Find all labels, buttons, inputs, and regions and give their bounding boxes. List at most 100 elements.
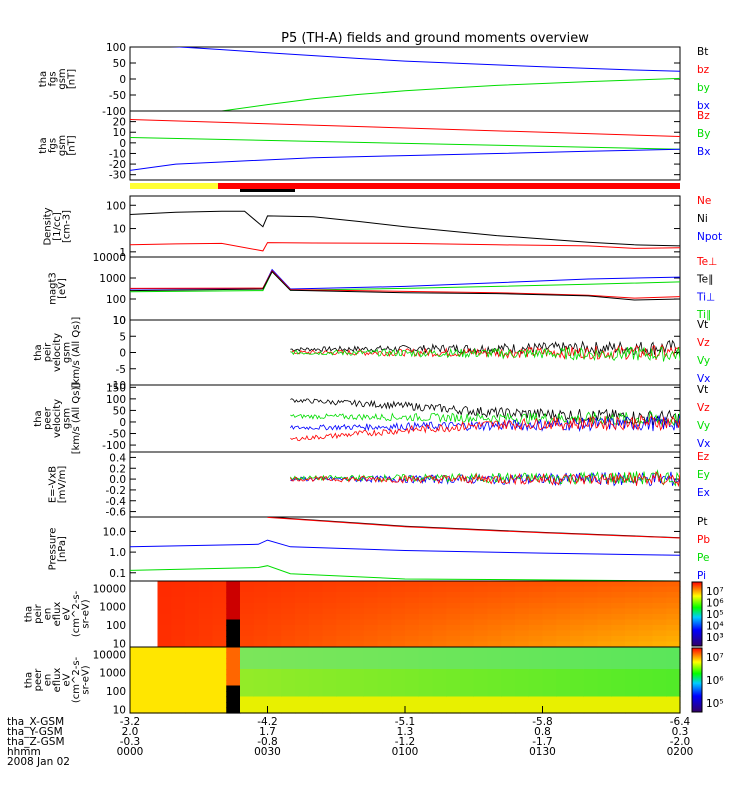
panel-peer_eflux-cell: [267, 669, 282, 676]
panel-peir_eflux-cell: [363, 586, 379, 593]
panel-peir_eflux-cell: [487, 625, 502, 632]
panel-peer_eflux-cell: [226, 691, 241, 698]
panel-peer_eflux-cell: [528, 652, 544, 659]
panel-peer_eflux-cell: [198, 647, 214, 654]
panel-peir_eflux-cell: [652, 586, 667, 593]
panel-fgs_gsm_zoom-series-Bz: [130, 119, 680, 137]
panel-peir_eflux-cell: [281, 636, 296, 643]
panel-peir_eflux-cell: [405, 603, 420, 610]
panel-peir_eflux-cell: [625, 603, 640, 610]
panel-pressure-ylabel: Pressure: [47, 528, 58, 571]
panel-peer_eflux-cell: [185, 691, 200, 698]
panel-peir_eflux-cell: [143, 581, 159, 588]
panel-peir_eflux-cell: [295, 630, 310, 637]
panel-peer_eflux-cell: [418, 702, 434, 709]
panel-peer_eflux-cell: [363, 669, 379, 676]
panel-peir_eflux-cell: [487, 630, 502, 637]
panel-peer_eflux-cell: [143, 680, 159, 687]
panel-peir_eflux-cell: [253, 586, 269, 593]
panel-peir_eflux-cell: [418, 641, 434, 648]
panel-peir_eflux-cell: [198, 636, 214, 643]
orbit-value: 1.7: [259, 726, 276, 738]
panel-peir_eflux-colorbar-label: 10⁷: [706, 586, 724, 598]
panel-peer_eflux-cell: [611, 702, 626, 709]
panel-peir_eflux-cell: [322, 636, 337, 643]
panel-peer_eflux-cell: [652, 702, 667, 709]
panel-peir_eflux-cell: [212, 619, 227, 626]
panel-peir_velocity-ytick-label: -5: [116, 364, 126, 376]
panel-peir_eflux-cell: [350, 581, 365, 588]
panel-peir_eflux-cell: [666, 592, 681, 599]
panel-peer_eflux-cell: [336, 685, 351, 692]
panel-peir_eflux-cell: [212, 636, 227, 643]
panel-peir_eflux-cell: [583, 603, 599, 610]
panel-peir_eflux-cell: [460, 614, 475, 621]
panel-peir_eflux-cell: [432, 603, 447, 610]
panel-peer_eflux-cell: [281, 685, 296, 692]
panel-peer_eflux-cell: [528, 669, 544, 676]
panel-peer_eflux-cell: [281, 680, 296, 687]
panel-peir_eflux-ylabel: en: [43, 608, 54, 621]
panel-density-ylabel: [cm-3]: [62, 210, 73, 243]
panel-peir_eflux-cell: [130, 597, 145, 604]
panel-peir_eflux-cell: [487, 581, 502, 588]
panel-peer_eflux-cell: [377, 680, 392, 687]
panel-peer_eflux-cell: [638, 702, 654, 709]
panel-peir_eflux-cell: [473, 603, 489, 610]
panel-temperature-series-Ti⊥: [130, 268, 680, 290]
panel-peer_eflux-cell: [418, 663, 434, 670]
panel-peir_eflux-cell: [212, 603, 227, 610]
panel-peir_eflux-cell: [432, 592, 447, 599]
panel-peer_eflux-cell: [198, 680, 214, 687]
panel-peer_eflux-ytick-label: 100: [106, 686, 126, 698]
panel-peer_eflux-ylabel: tha: [24, 672, 35, 688]
panel-peer_eflux-cell: [198, 702, 214, 709]
panel-peir_eflux-cell: [583, 619, 599, 626]
panel-fgs_gsm_zoom-ylabel: fgs: [47, 138, 58, 153]
panel-peer_eflux-cell: [501, 685, 516, 692]
panel-peer_eflux-cell: [226, 696, 241, 703]
panel-peer_eflux-cell: [198, 691, 214, 698]
panel-peir_eflux-cell: [528, 586, 544, 593]
panel-peir_eflux-cell: [253, 625, 269, 632]
panel-peer_eflux-cell: [418, 647, 434, 654]
orbit-value: -6.4: [670, 716, 691, 728]
panel-peer_eflux-cell: [322, 652, 337, 659]
panel-peir_eflux-cell: [295, 619, 310, 626]
panel-peir_eflux-cell: [143, 630, 159, 637]
panel-peir_eflux-cell: [240, 614, 255, 621]
panel-peir_eflux-cell: [570, 581, 585, 588]
panel-peir_velocity-legend-0: Vt: [697, 319, 708, 331]
panel-peir_eflux-cell: [185, 581, 200, 588]
panel-peir_eflux-cell: [432, 586, 447, 593]
panel-peer_eflux-cell: [253, 707, 269, 714]
panel-peir_eflux-cell: [597, 641, 612, 648]
panel-peer_eflux-cell: [308, 658, 324, 665]
panel-peir_eflux-cell: [130, 641, 145, 648]
panel-peir_eflux-cell: [597, 597, 612, 604]
panel-peer_eflux-cell: [322, 669, 337, 676]
panel-peir_eflux-cell: [487, 608, 502, 615]
panel-peer_eflux-cell: [501, 647, 516, 654]
panel-peer_eflux-cell: [350, 702, 365, 709]
panel-peir_eflux-cell: [267, 603, 282, 610]
panel-peir_eflux-cell: [473, 641, 489, 648]
panel-peer_eflux-cell: [542, 652, 557, 659]
panel-peer_eflux-cell: [542, 674, 557, 681]
panel-peir_eflux-cell: [157, 592, 172, 599]
panel-peir_eflux-cell: [157, 619, 172, 626]
panel-peer_eflux-cell: [570, 680, 585, 687]
panel-peer_eflux-cell: [666, 696, 681, 703]
panel-peer_eflux-cell: [130, 680, 145, 687]
panel-peir_eflux-cell: [487, 619, 502, 626]
panel-peer_eflux-ylabel: (cm^2-s-: [71, 656, 82, 703]
panel-peir_eflux-cell: [281, 586, 296, 593]
panel-peer_eflux-cell: [185, 685, 200, 692]
panel-peir_eflux-ytick-label: 100: [106, 620, 126, 632]
panel-peer_eflux-cell: [198, 674, 214, 681]
panel-peir_eflux-cell: [487, 586, 502, 593]
panel-peir_eflux-cell: [171, 592, 186, 599]
panel-peir_eflux-cell: [171, 597, 186, 604]
panel-peir_eflux-cell: [322, 597, 337, 604]
mode-bar-segment-1: [218, 183, 680, 189]
